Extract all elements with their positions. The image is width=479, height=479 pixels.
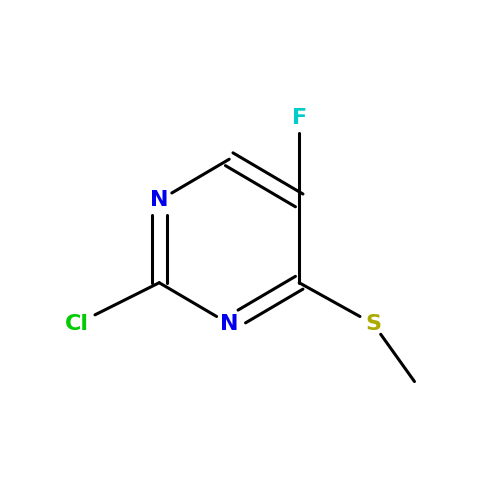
Text: N: N	[220, 314, 239, 334]
Text: N: N	[150, 190, 169, 210]
Text: S: S	[365, 314, 381, 334]
Text: F: F	[292, 108, 307, 128]
Text: Cl: Cl	[65, 314, 89, 334]
